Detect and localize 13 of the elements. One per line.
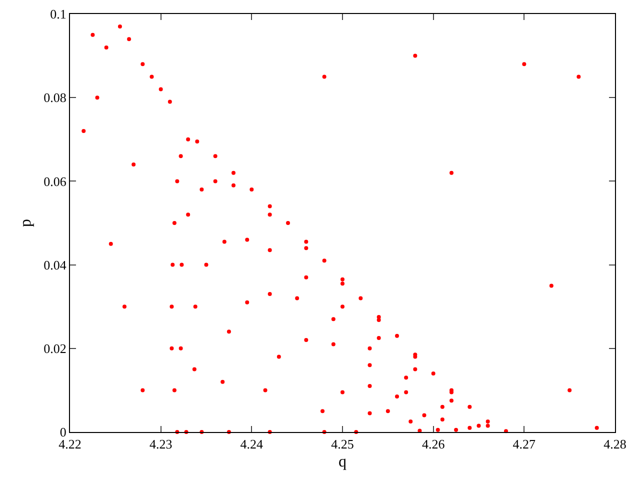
x-tick-label: 4.23 (149, 436, 172, 452)
x-axis-title: q (338, 453, 346, 470)
x-tick-label: 4.27 (512, 436, 536, 452)
x-tick-label: 4.28 (604, 436, 626, 452)
x-tick-label: 4.24 (240, 436, 264, 452)
y-tick-label: 0.04 (44, 257, 67, 272)
y-axis-title: p (18, 219, 35, 227)
y-tick-label: 0.02 (44, 340, 66, 356)
y-tick-label: 0.06 (44, 174, 67, 189)
y-tick-label: 0.1 (50, 6, 66, 22)
y-tick-label: 0.08 (44, 90, 66, 106)
x-tick-label: 4.26 (422, 436, 446, 452)
x-tick-label: 4.25 (331, 436, 354, 452)
